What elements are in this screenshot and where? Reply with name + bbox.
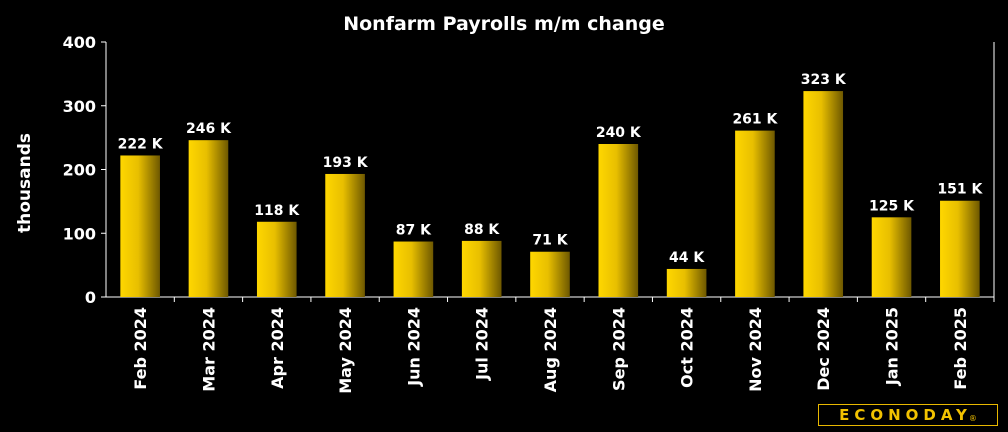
bar xyxy=(461,240,502,297)
x-tick-label: Oct 2024 xyxy=(678,307,697,388)
bar xyxy=(188,140,229,297)
data-label: 261 K xyxy=(732,112,778,128)
bar xyxy=(871,217,912,297)
y-tick-label: 200 xyxy=(63,161,96,180)
x-tick-label: Jul 2024 xyxy=(473,307,492,381)
x-tick-label: Nov 2024 xyxy=(746,307,765,392)
x-tick-label: Jun 2024 xyxy=(404,307,423,387)
bar xyxy=(325,173,365,297)
plot-area: 0 100 200 300 400 222 K Feb 2024 246 K Mar 2024 1… xyxy=(63,33,995,394)
x-tick-label: May 2024 xyxy=(336,307,355,394)
data-label: 44 K xyxy=(669,250,705,266)
logo-text: ECONODAY xyxy=(839,406,972,424)
y-tick-label: 0 xyxy=(85,288,96,307)
x-tick-label: Apr 2024 xyxy=(268,307,287,389)
bar xyxy=(393,241,434,297)
data-label: 240 K xyxy=(596,125,642,141)
bar xyxy=(803,91,844,298)
data-label: 118 K xyxy=(254,203,300,219)
econoday-logo: ECONODAY ® xyxy=(818,404,998,426)
y-axis-label: thousands xyxy=(15,133,35,233)
data-label: 87 K xyxy=(396,223,432,239)
data-label: 246 K xyxy=(186,121,232,137)
x-tick-label: Jan 2025 xyxy=(883,307,902,386)
x-tick-label: Sep 2024 xyxy=(609,307,628,391)
data-label: 151 K xyxy=(937,182,983,198)
bar xyxy=(530,251,570,297)
chart-title: Nonfarm Payrolls m/m change xyxy=(343,13,665,35)
x-tick-label: Dec 2024 xyxy=(814,307,833,391)
bar xyxy=(940,200,980,297)
bar xyxy=(666,268,707,297)
data-label: 323 K xyxy=(801,72,847,88)
bar xyxy=(256,221,297,297)
x-tick-label: Feb 2025 xyxy=(951,307,970,390)
data-label: 88 K xyxy=(464,222,500,238)
bar xyxy=(120,155,160,297)
x-tick-label: Feb 2024 xyxy=(131,307,150,390)
bar xyxy=(735,130,775,297)
x-tick-label: Mar 2024 xyxy=(199,307,218,392)
y-tick-label: 300 xyxy=(63,97,96,116)
registered-mark: ® xyxy=(968,413,977,423)
data-label: 125 K xyxy=(869,198,915,214)
data-label: 222 K xyxy=(118,136,164,152)
bar xyxy=(598,144,639,297)
y-tick-label: 400 xyxy=(63,33,96,52)
x-tick-label: Aug 2024 xyxy=(541,307,560,392)
y-tick-label: 100 xyxy=(63,224,96,243)
data-label: 193 K xyxy=(323,155,369,171)
data-label: 71 K xyxy=(532,233,568,249)
